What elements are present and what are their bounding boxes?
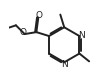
Text: O: O bbox=[20, 28, 27, 37]
Text: N: N bbox=[78, 31, 85, 40]
Text: O: O bbox=[35, 11, 42, 20]
Text: N: N bbox=[61, 60, 68, 69]
